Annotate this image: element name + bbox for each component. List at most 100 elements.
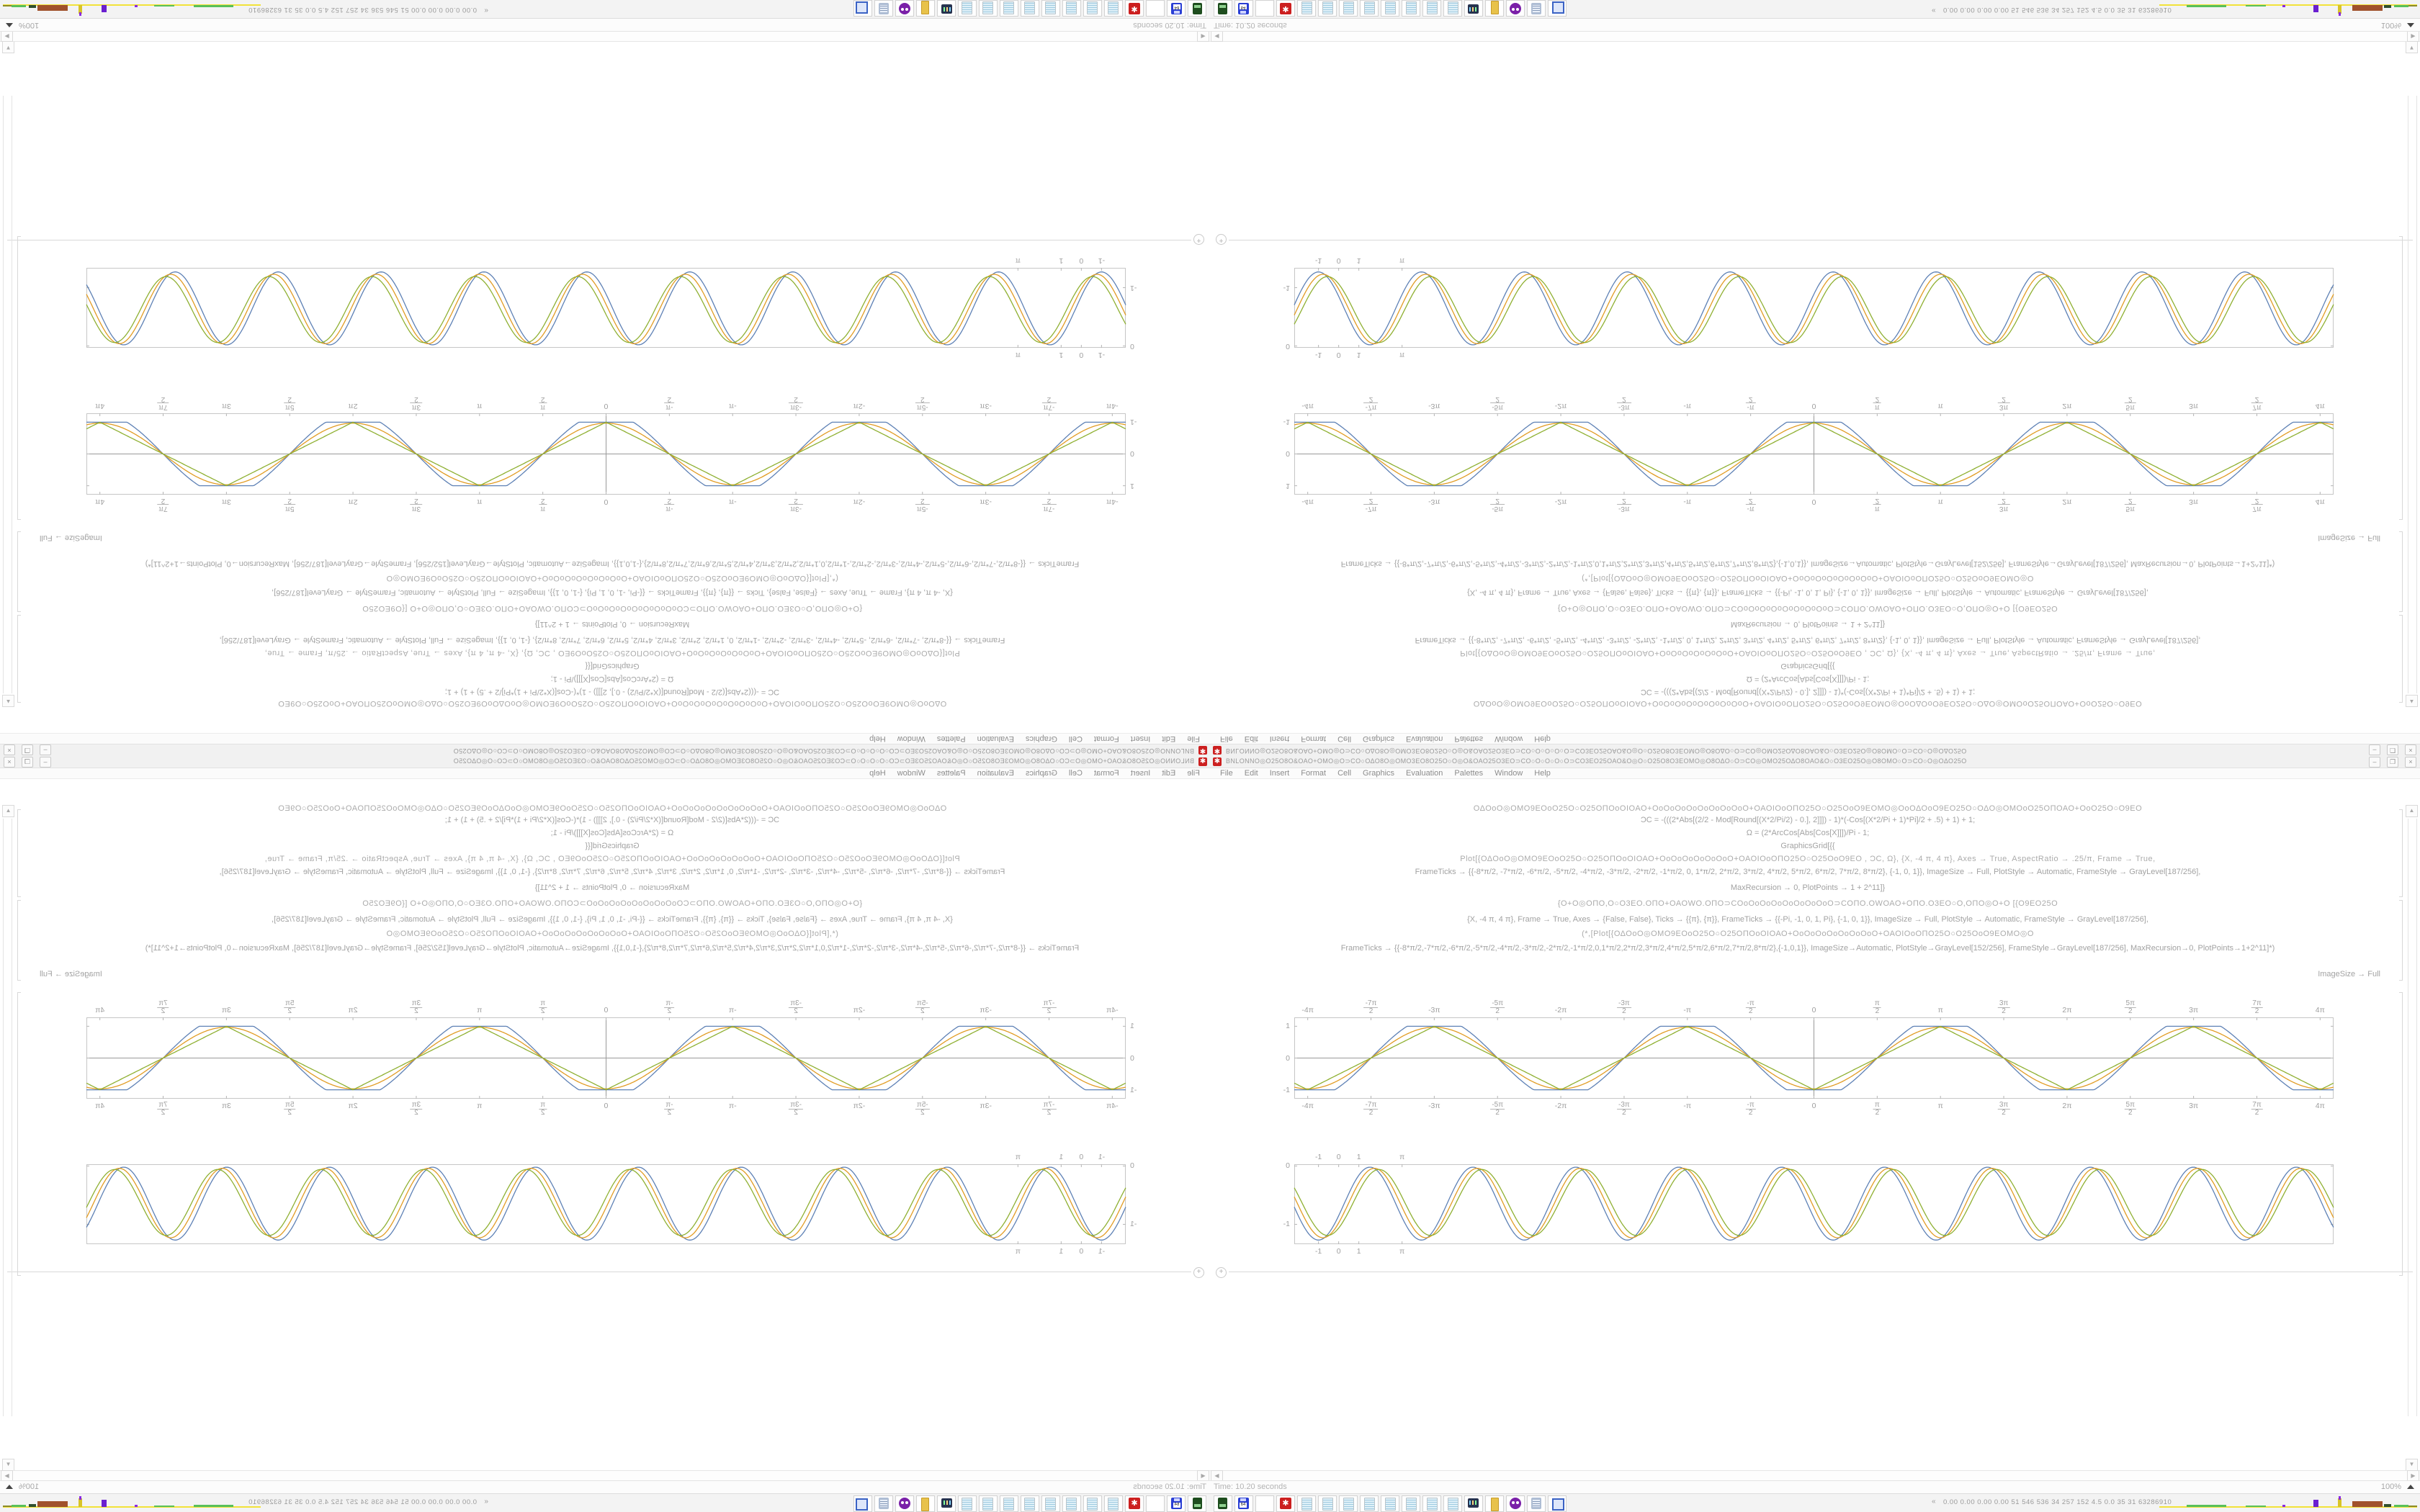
menu-graphics[interactable]: Graphics <box>1025 768 1057 778</box>
tray-chevron-icon[interactable]: « <box>1932 6 1936 14</box>
firefox-icon[interactable] <box>1255 1495 1274 1512</box>
hscrollbar[interactable]: ◀ ▶ <box>0 31 1210 42</box>
notepad-icon[interactable] <box>1402 0 1420 17</box>
menu-graphics[interactable]: Graphics <box>1363 768 1395 778</box>
window-titlebar[interactable]: ΒΝLΟΝΝΟ◎Ο25Ο8Ο&ΟΑΟ+ΟΜΟ◎Ο⊃CΟ○ΟΔΟ8Ο◎ΟΜΟ3ΕΟ… <box>1210 744 2420 756</box>
cell-bracket-input2[interactable] <box>2399 900 2403 981</box>
doc-blue-icon[interactable] <box>853 0 872 17</box>
menu-palettes[interactable]: Palettes <box>936 768 966 778</box>
notepad-icon[interactable] <box>1104 0 1123 17</box>
cell-bracket-output[interactable] <box>2399 992 2403 1276</box>
notebook-content[interactable]: ΟΔΟοΟ◎ΟΜΟ9ΕΟοΟ25Ο○Ο25ΟΠΟοΟΙΟΑΟ+ΟοΟοΟοΟοΟ… <box>1210 779 2420 1470</box>
notepad-icon[interactable] <box>1381 0 1399 17</box>
code-line[interactable]: {Ο+Ο◎ΟΠΟ,Ο○Ο3ΕΟ.ΟΠΟ+ΟΑΟWΟ.ΟΠΟ⊃CΟοΟοΟοΟοΟ… <box>1557 604 2058 613</box>
insert-cell-plus-icon[interactable]: + <box>1216 1267 1227 1278</box>
code-line[interactable]: (*,[Plot[{ΟΔΟοΟ◎ΟΜΟ9ΕΟοΟ25Ο○Ο25ΟΠΟοΟΙΟΑΟ… <box>386 574 838 582</box>
menu-format[interactable]: Format <box>1093 734 1119 744</box>
minimize-button[interactable]: – <box>40 744 51 755</box>
floppy-64-icon[interactable] <box>1167 1495 1186 1512</box>
menu-cell[interactable]: Cell <box>1337 734 1352 744</box>
monitor-icon[interactable] <box>937 1495 956 1512</box>
code-line[interactable]: GraphicsGrid[{{ <box>585 662 640 670</box>
code-line[interactable]: {Ο+Ο◎ΟΠΟ,Ο○Ο3ΕΟ.ΟΠΟ+ΟΑΟWΟ.ΟΠΟ⊃CΟοΟοΟοΟοΟ… <box>362 604 863 613</box>
hscroll-left-icon[interactable]: ◀ <box>1197 31 1209 42</box>
mma-gear-icon[interactable] <box>1276 0 1295 17</box>
cell-bracket-input[interactable] <box>2399 615 2403 703</box>
notepad-icon[interactable] <box>1422 0 1441 17</box>
menu-file[interactable]: File <box>1220 734 1233 744</box>
menu-format[interactable]: Format <box>1301 768 1327 778</box>
code-line[interactable]: (*,[Plot[{ΟΔΟοΟ◎ΟΜΟ9ΕΟοΟ25Ο○Ο25ΟΠΟοΟΙΟΑΟ… <box>386 930 838 938</box>
notebook-content[interactable]: ΟΔΟοΟ◎ΟΜΟ9ΕΟοΟ25Ο○Ο25ΟΠΟοΟΙΟΑΟ+ΟοΟοΟοΟοΟ… <box>1210 42 2420 733</box>
hscrollbar[interactable]: ◀ ▶ <box>1210 1470 2420 1481</box>
menu-edit[interactable]: Edit <box>1244 734 1258 744</box>
notepad-icon[interactable] <box>1000 1495 1018 1512</box>
notepad-icon[interactable] <box>1000 0 1018 17</box>
menu-file[interactable]: File <box>1187 768 1200 778</box>
magnification-value[interactable]: 100% <box>19 21 40 30</box>
code-line[interactable]: {X, -4 π, 4 π}, Frame → True, Axes → {Fa… <box>272 915 953 924</box>
restore-button[interactable]: ❐ <box>2387 757 2398 768</box>
menu-evaluation[interactable]: Evaluation <box>1406 734 1443 744</box>
magnification-value[interactable]: 100% <box>2380 1482 2401 1491</box>
menu-insert[interactable]: Insert <box>1269 734 1290 744</box>
menu-window[interactable]: Window <box>897 734 926 744</box>
floppy-64-icon[interactable] <box>1234 0 1253 17</box>
terminal-green-icon[interactable] <box>1214 1495 1232 1512</box>
notepad-icon[interactable] <box>958 1495 977 1512</box>
window-titlebar[interactable]: ΒΝLΟΝΝΟ◎Ο25Ο8Ο&ΟΑΟ+ΟΜΟ◎Ο⊃CΟ○ΟΔΟ8Ο◎ΟΜΟ3ΕΟ… <box>0 756 1210 768</box>
code-line[interactable]: Plot[{ΟΔΟοΟ◎ΟΜΟ9ΕΟοΟ25Ο○Ο25ΟΠΟοΟΙΟΑΟ+ΟοΟ… <box>264 649 960 657</box>
vscroll-down-icon[interactable]: ▼ <box>2406 42 2418 53</box>
cell-bracket-input[interactable] <box>17 615 21 703</box>
hscroll-left-icon[interactable]: ◀ <box>1211 31 1223 42</box>
notepad-icon[interactable] <box>1318 1495 1337 1512</box>
owl-icon[interactable] <box>1506 0 1525 17</box>
menu-evaluation[interactable]: Evaluation <box>977 734 1014 744</box>
vscroll-up-icon[interactable]: ▲ <box>2406 695 2418 707</box>
vscrollbar-track-edge[interactable] <box>2416 819 2417 1416</box>
menu-help[interactable]: Help <box>1534 734 1551 744</box>
vscrollbar-track-edge[interactable] <box>2416 96 2417 693</box>
cell-bracket-output[interactable] <box>17 236 21 520</box>
menu-edit[interactable]: Edit <box>1162 734 1176 744</box>
folder-icon[interactable] <box>1485 0 1504 17</box>
notepad-icon[interactable] <box>1339 1495 1358 1512</box>
mma-gear-icon[interactable] <box>1276 1495 1295 1512</box>
code-line[interactable]: FrameTicks → {{-8*π/2, -7*π/2, -6*π/2, -… <box>1415 636 2201 644</box>
notepad-icon[interactable] <box>1339 0 1358 17</box>
vscroll-up-icon[interactable]: ▲ <box>2406 805 2418 817</box>
code-line[interactable]: Ω = (2*ArcCos[Abs[Cos[X]]])/Pi - 1; <box>1746 829 1870 837</box>
hscrollbar[interactable]: ◀ ▶ <box>1210 31 2420 42</box>
floppy-64-icon[interactable] <box>1167 0 1186 17</box>
code-line[interactable]: MaxRecursion → 0, PlotPoints → 1 + 2^11]… <box>534 620 690 629</box>
terminal-green-icon[interactable] <box>1188 1495 1206 1512</box>
minimize-button[interactable]: – <box>2369 744 2380 755</box>
notepad-icon[interactable] <box>1062 0 1081 17</box>
code-line[interactable]: {X, -4 π, 4 π}, Frame → True, Axes → {Fa… <box>1467 588 2148 597</box>
hscroll-left-icon[interactable]: ◀ <box>1197 1470 1209 1481</box>
notepad-icon[interactable] <box>1083 0 1102 17</box>
menu-palettes[interactable]: Palettes <box>1454 734 1484 744</box>
vscrollbar-track-edge[interactable] <box>3 819 4 1416</box>
menu-help[interactable]: Help <box>869 734 886 744</box>
folder-icon[interactable] <box>1485 1495 1504 1512</box>
cell-bracket-input2[interactable] <box>17 900 21 981</box>
code-line[interactable]: ImageSize → Full <box>40 970 102 978</box>
cell-bracket-output[interactable] <box>17 992 21 1276</box>
hscroll-right-icon[interactable]: ▶ <box>2407 31 2419 42</box>
code-line[interactable]: Ω = (2*ArcCos[Abs[Cos[X]]])/Pi - 1; <box>550 675 674 683</box>
folder-icon[interactable] <box>916 1495 935 1512</box>
notepad-icon[interactable] <box>1443 1495 1462 1512</box>
doc-blue-icon[interactable] <box>853 1495 872 1512</box>
code-line[interactable]: ImageSize → Full <box>2318 970 2380 978</box>
code-line[interactable]: MaxRecursion → 0, PlotPoints → 1 + 2^11]… <box>534 883 690 892</box>
notebook-heading-glyphs[interactable]: ΟΔΟοΟ◎ΟΜΟ9ΕΟοΟ25Ο○Ο25ΟΠΟοΟΙΟΑΟ+ΟοΟοΟοΟοΟ… <box>1473 804 2143 813</box>
code-line[interactable]: FrameTicks → {{-8*π/2, -7*π/2, -6*π/2, -… <box>219 868 1005 876</box>
notepad-icon[interactable] <box>1443 0 1462 17</box>
notebook-heading-glyphs[interactable]: ΟΔΟοΟ◎ΟΜΟ9ΕΟοΟ25Ο○Ο25ΟΠΟοΟΙΟΑΟ+ΟοΟοΟοΟοΟ… <box>277 804 947 813</box>
tray-chevron-icon[interactable]: « <box>484 1498 488 1506</box>
code-line[interactable]: GraphicsGrid[{{ <box>1780 662 1835 670</box>
code-line[interactable]: Plot[{ΟΔΟοΟ◎ΟΜΟ9ΕΟοΟ25Ο○Ο25ΟΠΟοΟΙΟΑΟ+ΟοΟ… <box>1460 855 2156 863</box>
code-line[interactable]: FrameTicks → {{-8*π/2,-7*π/2,-6*π/2,-5*π… <box>1340 944 2275 953</box>
hscroll-right-icon[interactable]: ▶ <box>2407 1470 2419 1481</box>
